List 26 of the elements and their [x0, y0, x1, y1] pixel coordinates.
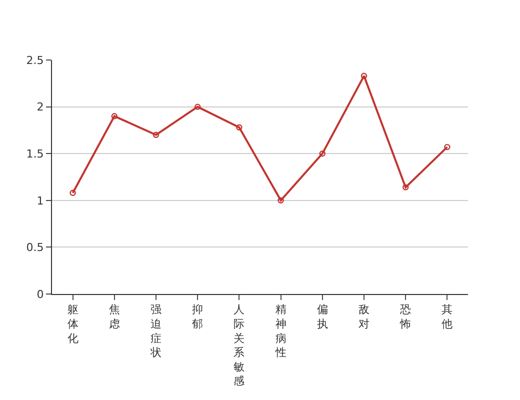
y-tick-label: 0.5 [26, 241, 44, 254]
point [194, 104, 201, 110]
point [152, 132, 160, 138]
x-tick-label: 抑郁 [192, 303, 204, 330]
x-tick-label: 敌对 [358, 303, 370, 330]
x-tick-label: 人际关系敏感 [234, 303, 245, 388]
y-tick-label: 2.5 [26, 54, 44, 67]
y-tick-label: 2 [36, 100, 44, 114]
x-tick-label: 躯体化 [67, 303, 78, 345]
y-tick-label: 1.5 [26, 147, 44, 160]
point [444, 144, 450, 150]
point [236, 124, 242, 130]
x-tick-label: 其他 [442, 303, 453, 330]
point [402, 184, 409, 190]
point [111, 113, 118, 120]
y-tick-label: 1 [36, 194, 44, 208]
x-tick-label: 恐怖 [399, 303, 412, 330]
y-tick-label: 0 [36, 288, 44, 301]
x-tick-label: 偏执 [316, 303, 328, 330]
point [360, 72, 368, 80]
x-tick-label: 焦虑 [108, 303, 120, 330]
x-tick-label: 强迫症状 [150, 303, 162, 360]
point [278, 197, 284, 204]
point [319, 150, 326, 157]
x-tick-label: 精神病性 [274, 303, 286, 360]
point [70, 190, 76, 196]
